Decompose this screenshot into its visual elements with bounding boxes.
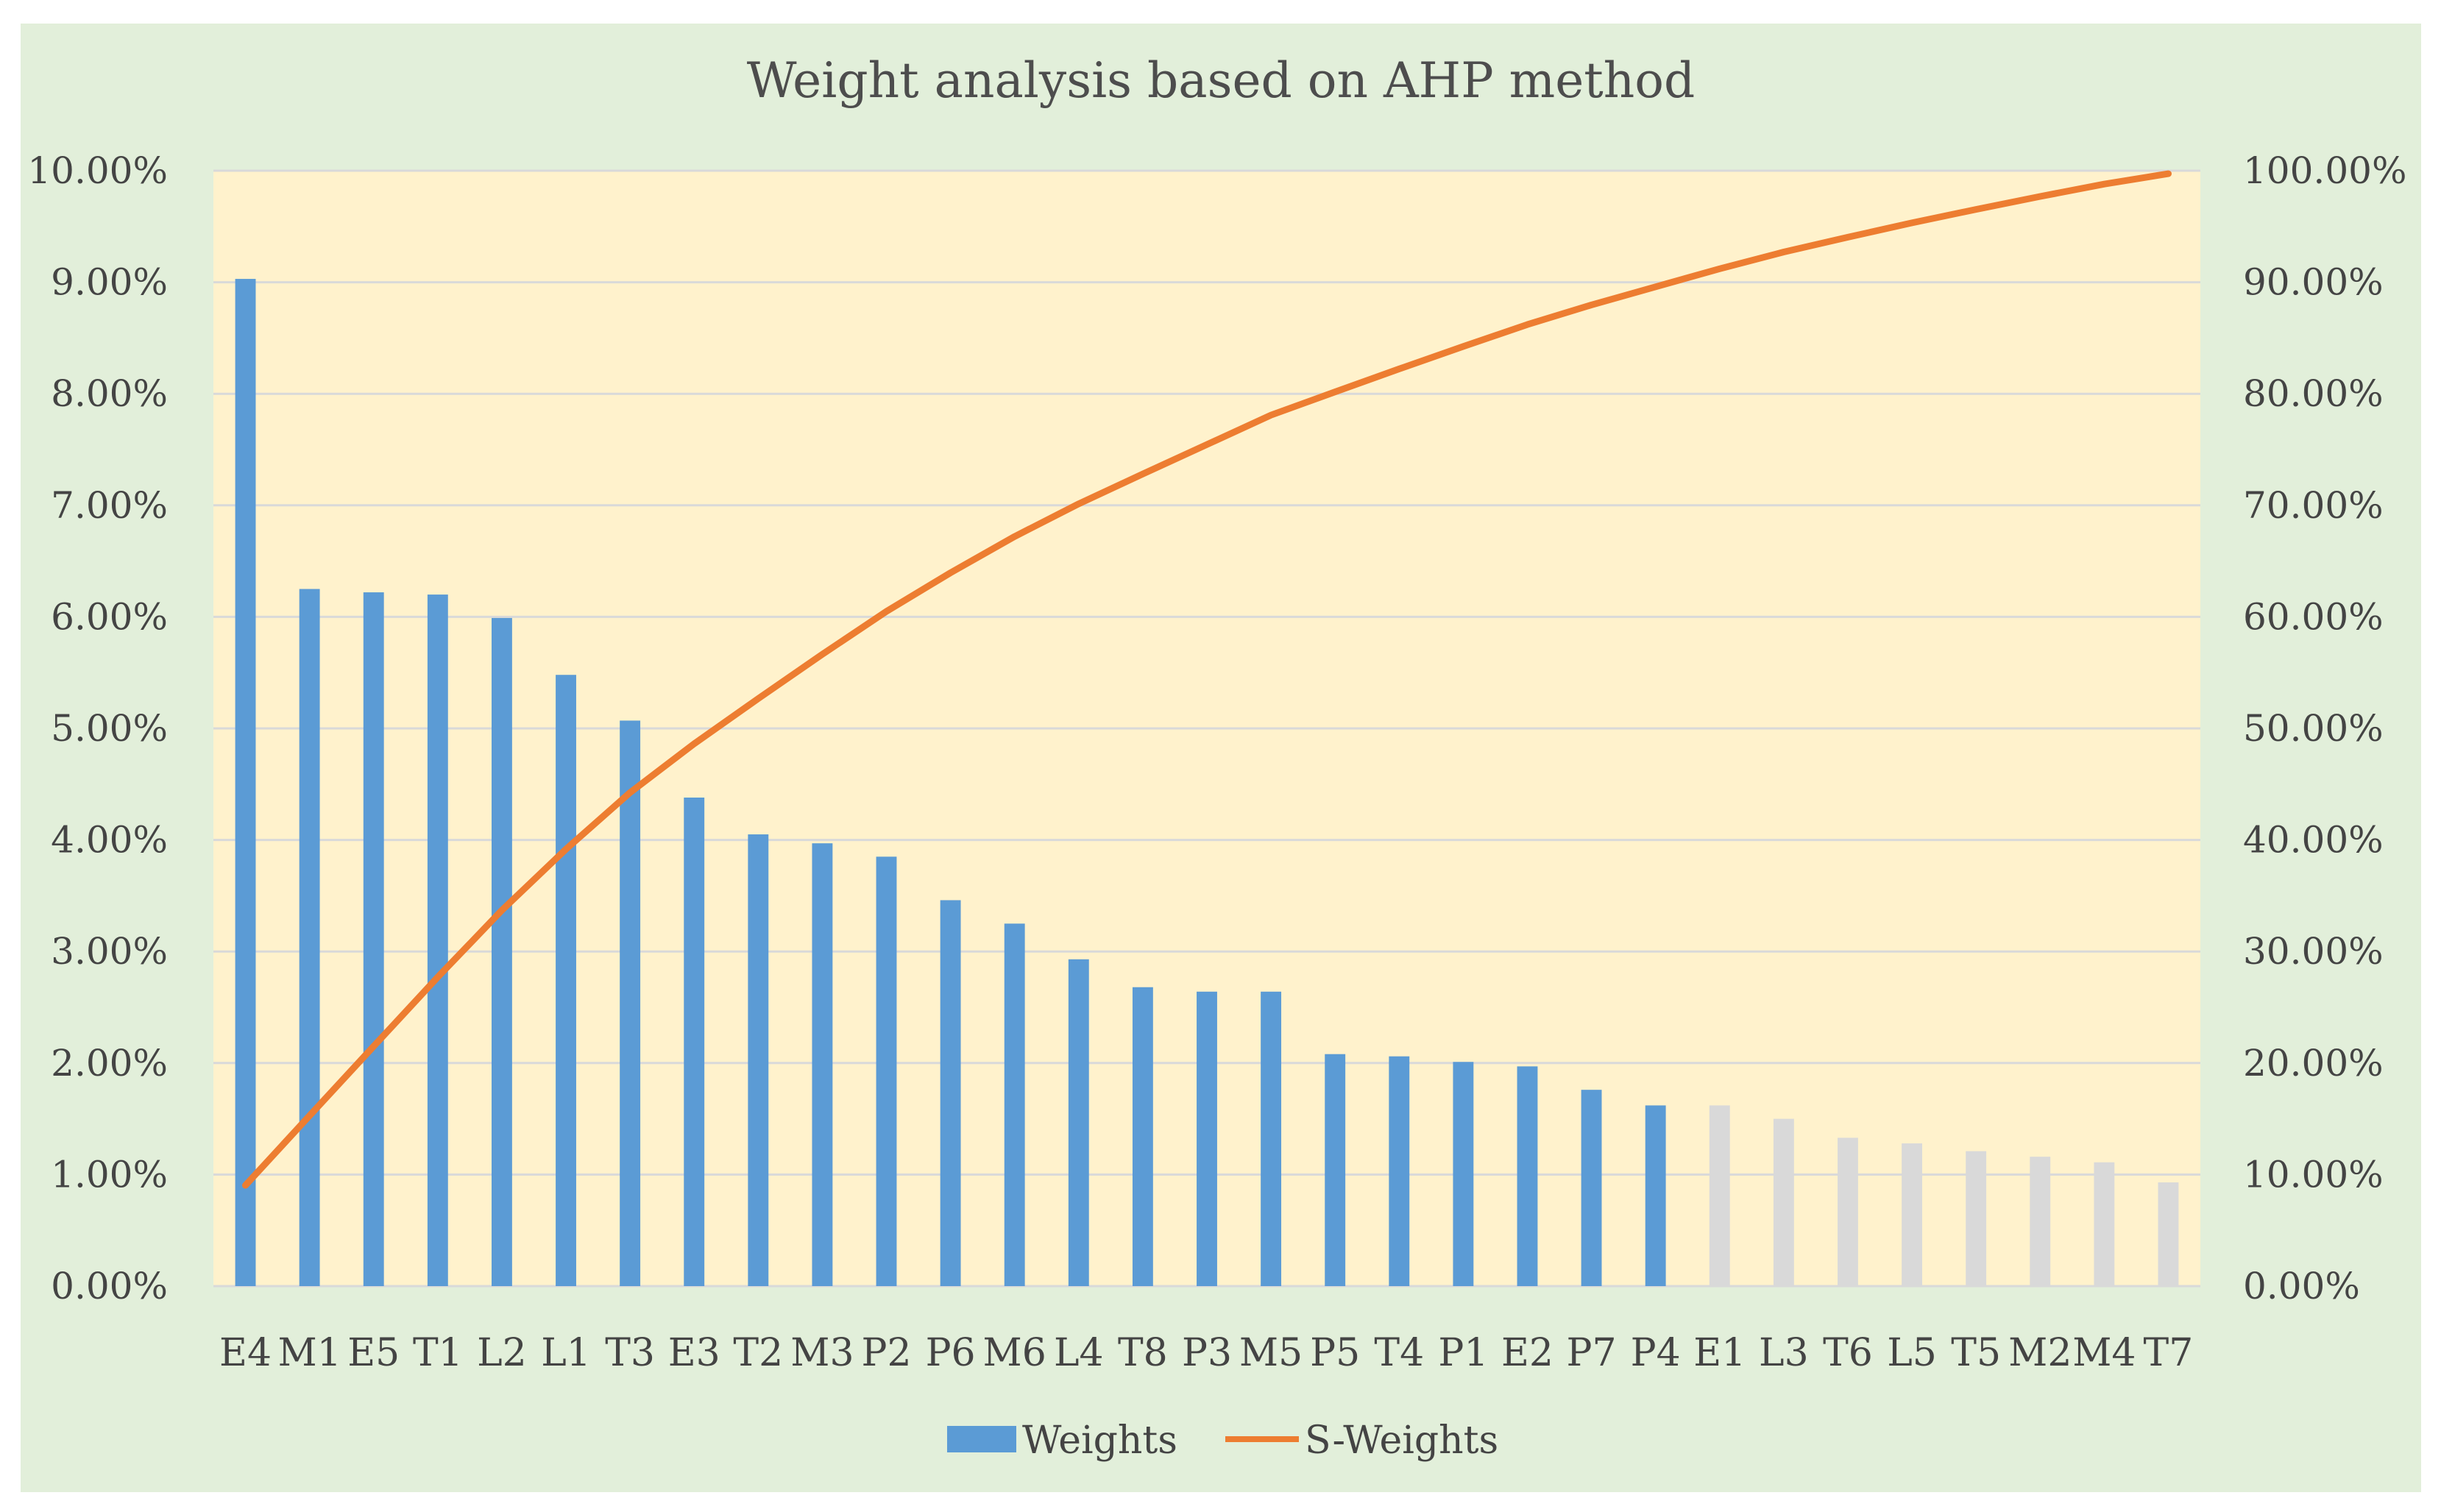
- s-weights-polyline: [242, 170, 2172, 1189]
- x-tick-label: P2: [861, 1331, 911, 1375]
- left-tick-label: 5.00%: [51, 707, 168, 750]
- bar-p1: [1453, 1062, 1474, 1286]
- x-tick-label: E2: [1501, 1331, 1553, 1375]
- x-tick-label: E1: [1693, 1331, 1746, 1375]
- right-tick-label: 20.00%: [2243, 1042, 2384, 1085]
- x-tick-label: M4: [2072, 1331, 2136, 1375]
- x-tick-label: T1: [413, 1331, 463, 1375]
- left-tick-label: 7.00%: [51, 484, 168, 527]
- bar-m3: [812, 843, 833, 1286]
- left-y-axis: 0.00% 1.00% 2.00% 3.00% 4.00% 5.00% 6.00% 7.00%…: [27, 149, 168, 1307]
- bar-l2: [492, 617, 512, 1286]
- bar-m2: [2030, 1157, 2051, 1286]
- x-tick-label: M6: [983, 1331, 1046, 1375]
- x-tick-label: T7: [2144, 1331, 2194, 1375]
- bar-l4: [1068, 959, 1089, 1286]
- bar-t2: [748, 834, 769, 1286]
- bar-t8: [1132, 987, 1153, 1286]
- legend: Weights S-Weights: [947, 1419, 1498, 1463]
- bar-l1: [556, 675, 576, 1286]
- right-tick-label: 80.00%: [2243, 372, 2384, 415]
- bar-m1: [299, 589, 320, 1286]
- right-tick-label: 50.00%: [2243, 707, 2384, 750]
- legend-swatch-weights: [947, 1426, 1016, 1452]
- left-tick-label: 4.00%: [51, 819, 168, 862]
- right-y-axis: 0.00% 10.00% 20.00% 30.00% 40.00% 50.00% 60.00…: [2243, 149, 2406, 1307]
- x-tick-label: P3: [1182, 1331, 1232, 1375]
- bar-e4: [235, 279, 256, 1286]
- left-tick-label: 1.00%: [51, 1153, 168, 1196]
- x-tick-label: P7: [1567, 1331, 1617, 1375]
- right-tick-label: 40.00%: [2243, 819, 2384, 862]
- x-tick-label: P4: [1631, 1331, 1681, 1375]
- bar-l5: [1902, 1143, 1922, 1286]
- bar-t4: [1389, 1056, 1410, 1286]
- x-tick-label: T5: [1951, 1331, 2001, 1375]
- x-tick-label: M1: [277, 1331, 341, 1375]
- x-tick-label: L3: [1759, 1331, 1809, 1375]
- x-tick-label: T4: [1374, 1331, 1424, 1375]
- bar-p5: [1325, 1054, 1346, 1286]
- legend-label-s-weights: S-Weights: [1305, 1419, 1498, 1463]
- x-tick-label: M5: [1239, 1331, 1303, 1375]
- x-tick-label: T2: [733, 1331, 783, 1375]
- x-tick-label: T8: [1118, 1331, 1168, 1375]
- left-tick-label: 10.00%: [27, 149, 168, 192]
- right-tick-label: 0.00%: [2243, 1265, 2360, 1307]
- right-tick-label: 60.00%: [2243, 595, 2384, 638]
- x-tick-label: T6: [1823, 1331, 1873, 1375]
- bar-e1: [1709, 1105, 1730, 1286]
- bar-t5: [1966, 1151, 1987, 1286]
- bar-t1: [427, 594, 448, 1286]
- right-tick-label: 100.00%: [2243, 149, 2406, 192]
- x-tick-label: T3: [605, 1331, 655, 1375]
- right-tick-label: 90.00%: [2243, 261, 2384, 304]
- bar-m6: [1004, 923, 1025, 1286]
- x-tick-label: E3: [668, 1331, 720, 1375]
- x-tick-label: P5: [1310, 1331, 1360, 1375]
- left-tick-label: 9.00%: [51, 261, 168, 304]
- bar-t7: [2158, 1182, 2179, 1286]
- left-tick-label: 0.00%: [51, 1265, 168, 1307]
- bar-l3: [1773, 1118, 1794, 1286]
- s-weights-line: [242, 170, 2172, 1189]
- bar-p6: [940, 900, 961, 1286]
- bar-p7: [1581, 1090, 1602, 1286]
- bar-t6: [1838, 1137, 1858, 1286]
- bar-m5: [1261, 991, 1282, 1286]
- chart-title: Weight analysis based on AHP method: [747, 52, 1696, 109]
- bar-m4: [2094, 1162, 2115, 1286]
- legend-label-weights: Weights: [1022, 1419, 1177, 1463]
- x-tick-label: M3: [790, 1331, 854, 1375]
- x-tick-label: M2: [2008, 1331, 2072, 1375]
- left-tick-label: 8.00%: [51, 372, 168, 415]
- bar-p4: [1645, 1105, 1666, 1286]
- left-tick-label: 6.00%: [51, 595, 168, 638]
- bar-p2: [876, 856, 897, 1286]
- x-tick-label: P6: [926, 1331, 976, 1375]
- bar-p3: [1197, 991, 1217, 1286]
- x-tick-label: L4: [1054, 1331, 1104, 1375]
- bar-e3: [684, 797, 705, 1286]
- gridlines: [213, 169, 2200, 1288]
- x-tick-label: E5: [347, 1331, 400, 1375]
- bar-e5: [363, 592, 384, 1286]
- x-tick-label: L2: [477, 1331, 527, 1375]
- bar-t3: [620, 720, 641, 1286]
- x-axis-categories: E4 M1 E5 T1 L2 L1 T3 E3 T2 M3 P2 P6 M6 L4 T8 P3 M5 P5 T4 P1…: [219, 1331, 2193, 1375]
- left-tick-label: 3.00%: [51, 930, 168, 973]
- x-tick-label: L5: [1887, 1331, 1937, 1375]
- left-tick-label: 2.00%: [51, 1042, 168, 1085]
- x-tick-label: P1: [1438, 1331, 1488, 1375]
- weights-bars: [235, 279, 2179, 1286]
- right-tick-label: 30.00%: [2243, 930, 2384, 973]
- right-tick-label: 70.00%: [2243, 484, 2384, 527]
- right-tick-label: 10.00%: [2243, 1153, 2384, 1196]
- x-tick-label: L1: [541, 1331, 591, 1375]
- x-tick-label: E4: [219, 1331, 272, 1375]
- bar-e2: [1517, 1066, 1538, 1286]
